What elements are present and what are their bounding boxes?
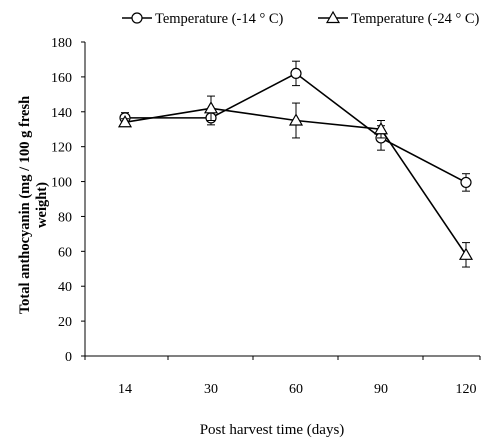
- y-tick-label: 180: [51, 36, 72, 51]
- y-axis-title-line: weight): [34, 182, 50, 228]
- x-tick-label: 60: [289, 382, 303, 397]
- legend: Temperature (-14 ° C) Temperature (-24 ° …: [122, 10, 480, 27]
- circle-marker: [290, 67, 302, 80]
- x-tick-label: 14: [118, 382, 132, 397]
- series-layer: [117, 60, 474, 268]
- x-tick-label: 30: [204, 382, 218, 397]
- y-tick-label: 160: [51, 71, 72, 86]
- y-tick-label: 80: [58, 210, 72, 225]
- x-tick-label: 120: [456, 382, 477, 397]
- y-tick-label: 60: [58, 245, 72, 260]
- legend-item: Temperature (-24 ° C): [318, 10, 480, 27]
- y-tick-label: 100: [51, 176, 72, 191]
- circle-marker: [131, 12, 143, 24]
- circle-marker: [460, 176, 472, 189]
- triangle-marker: [373, 122, 389, 135]
- y-tick-label: 20: [58, 315, 72, 330]
- axes: [84, 42, 480, 357]
- x-tick-label: 90: [374, 382, 388, 397]
- y-tick-label: 0: [65, 350, 72, 365]
- y-axis-ticks: 0 20 40 60 80 100 120 140 160 180: [51, 36, 85, 365]
- triangle-marker: [117, 115, 133, 128]
- x-axis-title: Post harvest time (days): [200, 422, 345, 438]
- legend-label: Temperature (-24 ° C): [351, 11, 480, 27]
- series-2: [117, 95, 474, 268]
- y-axis-title-text: Total anthocyanin (mg / 100 g freshweigh…: [17, 96, 50, 314]
- y-tick-label: 40: [58, 280, 72, 295]
- y-axis-title-line: Total anthocyanin (mg / 100 g fresh: [17, 96, 33, 314]
- y-axis-title: Total anthocyanin (mg / 100 g freshweigh…: [17, 96, 50, 314]
- x-axis-ticks: 14 30 60 90 120: [84, 356, 481, 397]
- triangle-marker: [458, 247, 474, 260]
- triangle-marker: [203, 101, 219, 114]
- y-tick-label: 140: [51, 106, 72, 121]
- y-tick-label: 120: [51, 141, 72, 156]
- legend-item: Temperature (-14 ° C): [122, 11, 284, 27]
- legend-label: Temperature (-14 ° C): [155, 11, 284, 27]
- triangle-marker: [288, 113, 304, 126]
- triangle-marker: [325, 10, 341, 24]
